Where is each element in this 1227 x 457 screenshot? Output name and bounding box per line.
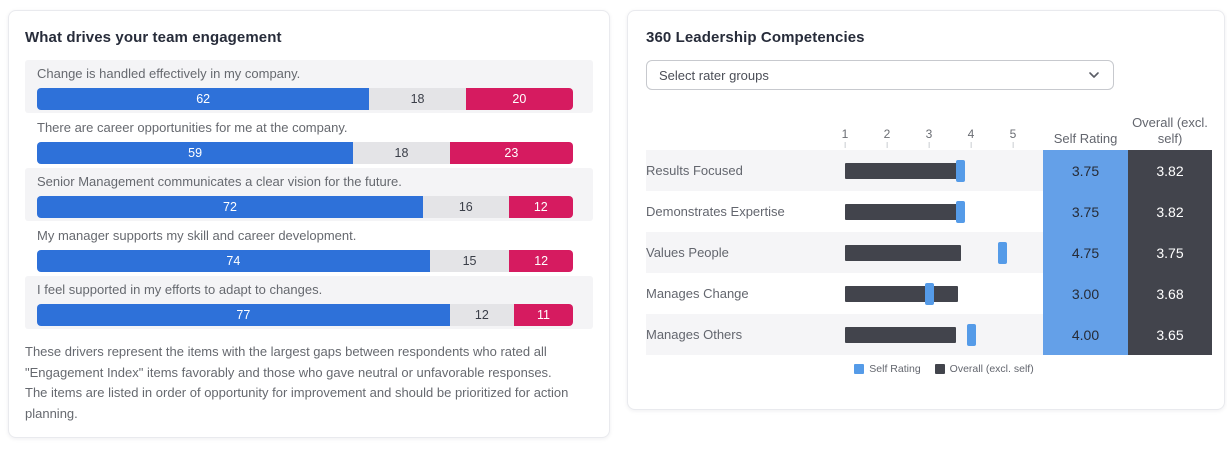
axis-tick: 5 bbox=[1010, 128, 1016, 148]
leadership-competencies-panel: 360 Leadership Competencies Select rater… bbox=[627, 10, 1225, 410]
competencies-panel-title: 360 Leadership Competencies bbox=[646, 29, 865, 46]
drivers-footnote: These drivers represent the items with t… bbox=[25, 344, 569, 421]
engagement-panel-title: What drives your team engagement bbox=[25, 29, 282, 46]
driver-question: There are career opportunities for me at… bbox=[37, 120, 348, 135]
chart-legend: Self Rating Overall (excl. self) bbox=[845, 363, 1043, 375]
competency-row: Demonstrates Expertise 3.75 3.82 bbox=[646, 191, 1212, 232]
driver-question: I feel supported in my efforts to adapt … bbox=[37, 282, 323, 297]
self-rating-marker bbox=[998, 241, 1007, 264]
overall-swatch-icon bbox=[934, 364, 945, 374]
overall-bar bbox=[845, 162, 964, 179]
competency-rows: Results Focused 3.75 3.82 Demonstrates E… bbox=[646, 150, 1212, 355]
competency-label: Results Focused bbox=[646, 150, 845, 191]
competency-bar-cell bbox=[845, 191, 1043, 232]
competency-row: Manages Others 4.00 3.65 bbox=[646, 314, 1212, 355]
engagement-drivers-panel: What drives your team engagement Change … bbox=[8, 10, 610, 438]
overall-bar bbox=[845, 203, 964, 220]
competency-row: Values People 4.75 3.75 bbox=[646, 232, 1212, 273]
driver-question: My manager supports my skill and career … bbox=[37, 228, 357, 243]
self-rating-marker bbox=[966, 323, 976, 346]
driver-rows: Change is handled effectively in my comp… bbox=[25, 60, 593, 329]
self-rating-marker bbox=[956, 200, 965, 223]
driver-stacked-bar: 77 12 11 bbox=[37, 304, 573, 326]
legend-row: Self Rating Overall (excl. self) bbox=[646, 355, 1210, 375]
axis-tick: 2 bbox=[884, 128, 890, 148]
unfavorable-segment: 12 bbox=[508, 196, 573, 218]
overall-bar bbox=[845, 326, 957, 343]
overall-value: 3.65 bbox=[1128, 314, 1212, 355]
axis-tick: 4 bbox=[968, 128, 974, 148]
competency-bar-cell bbox=[845, 273, 1043, 314]
rater-groups-placeholder: Select rater groups bbox=[659, 67, 769, 83]
rater-groups-select[interactable]: Select rater groups bbox=[646, 60, 1114, 90]
competency-row: Results Focused 3.75 3.82 bbox=[646, 150, 1212, 191]
competency-label: Values People bbox=[646, 232, 845, 273]
neutral-segment: 18 bbox=[369, 88, 466, 110]
overall-value: 3.82 bbox=[1128, 191, 1212, 232]
rating-scale-axis: 1 2 3 4 5 bbox=[842, 106, 1043, 150]
competency-bar-cell bbox=[845, 232, 1043, 273]
competency-label: Manages Change bbox=[646, 286, 749, 301]
driver-row: I feel supported in my efforts to adapt … bbox=[25, 276, 593, 329]
neutral-segment: 12 bbox=[449, 304, 515, 326]
favorable-segment: 77 bbox=[37, 304, 450, 326]
neutral-segment: 16 bbox=[422, 196, 509, 218]
competencies-header: 1 2 3 4 5 Self Rating Overall (excl. sel… bbox=[646, 106, 1210, 150]
overall-value: 3.75 bbox=[1128, 232, 1212, 273]
overall-bar bbox=[845, 244, 961, 261]
competency-label: Demonstrates Expertise bbox=[646, 204, 785, 219]
overall-bar bbox=[845, 285, 958, 302]
unfavorable-segment: 12 bbox=[509, 250, 573, 272]
favorable-segment: 62 bbox=[37, 88, 370, 110]
self-rating-marker bbox=[956, 159, 965, 182]
legend-label: Self Rating bbox=[869, 363, 921, 375]
unfavorable-segment: 20 bbox=[465, 88, 573, 110]
legend-item-self: Self Rating bbox=[854, 363, 921, 375]
legend-label: Overall (excl. self) bbox=[949, 363, 1034, 375]
driver-stacked-bar: 62 18 20 bbox=[37, 88, 573, 110]
axis-tick: 1 bbox=[842, 128, 848, 148]
overall-value: 3.68 bbox=[1128, 273, 1212, 314]
favorable-segment: 72 bbox=[37, 196, 423, 218]
self-rating-swatch-icon bbox=[854, 364, 865, 374]
favorable-segment: 74 bbox=[37, 250, 430, 272]
driver-row: My manager supports my skill and career … bbox=[25, 222, 593, 275]
driver-row: Senior Management communicates a clear v… bbox=[25, 168, 593, 221]
competency-label: Manages Others bbox=[646, 314, 845, 355]
self-rating-value: 3.75 bbox=[1043, 150, 1128, 191]
competency-bar-cell bbox=[845, 314, 1043, 355]
driver-question: Senior Management communicates a clear v… bbox=[37, 174, 402, 189]
legend-item-overall: Overall (excl. self) bbox=[934, 363, 1034, 375]
unfavorable-segment: 23 bbox=[449, 142, 573, 164]
neutral-segment: 15 bbox=[429, 250, 510, 272]
overall-column-header: Overall (excl. self) bbox=[1132, 114, 1208, 146]
self-rating-column-header: Self Rating bbox=[1053, 130, 1118, 146]
chevron-down-icon bbox=[1087, 68, 1101, 82]
self-rating-value: 3.75 bbox=[1043, 191, 1128, 232]
driver-stacked-bar: 59 18 23 bbox=[37, 142, 573, 164]
competency-bar-cell bbox=[845, 150, 1043, 191]
favorable-segment: 59 bbox=[37, 142, 354, 164]
header-spacer bbox=[646, 106, 845, 150]
self-rating-marker bbox=[924, 282, 934, 305]
driver-row: Change is handled effectively in my comp… bbox=[25, 60, 593, 113]
driver-question: Change is handled effectively in my comp… bbox=[37, 66, 301, 81]
self-rating-value: 4.00 bbox=[1043, 314, 1128, 355]
neutral-segment: 18 bbox=[353, 142, 450, 164]
driver-stacked-bar: 74 15 12 bbox=[37, 250, 573, 272]
self-rating-value: 3.00 bbox=[1043, 273, 1128, 314]
overall-value: 3.82 bbox=[1128, 150, 1212, 191]
driver-stacked-bar: 72 16 12 bbox=[37, 196, 573, 218]
self-rating-value: 4.75 bbox=[1043, 232, 1128, 273]
driver-row: There are career opportunities for me at… bbox=[25, 114, 593, 167]
competency-row: Manages Change 3.00 3.68 bbox=[646, 273, 1212, 314]
unfavorable-segment: 11 bbox=[514, 304, 573, 326]
competencies-table: 1 2 3 4 5 Self Rating Overall (excl. sel… bbox=[646, 106, 1212, 375]
axis-tick: 3 bbox=[926, 128, 932, 148]
